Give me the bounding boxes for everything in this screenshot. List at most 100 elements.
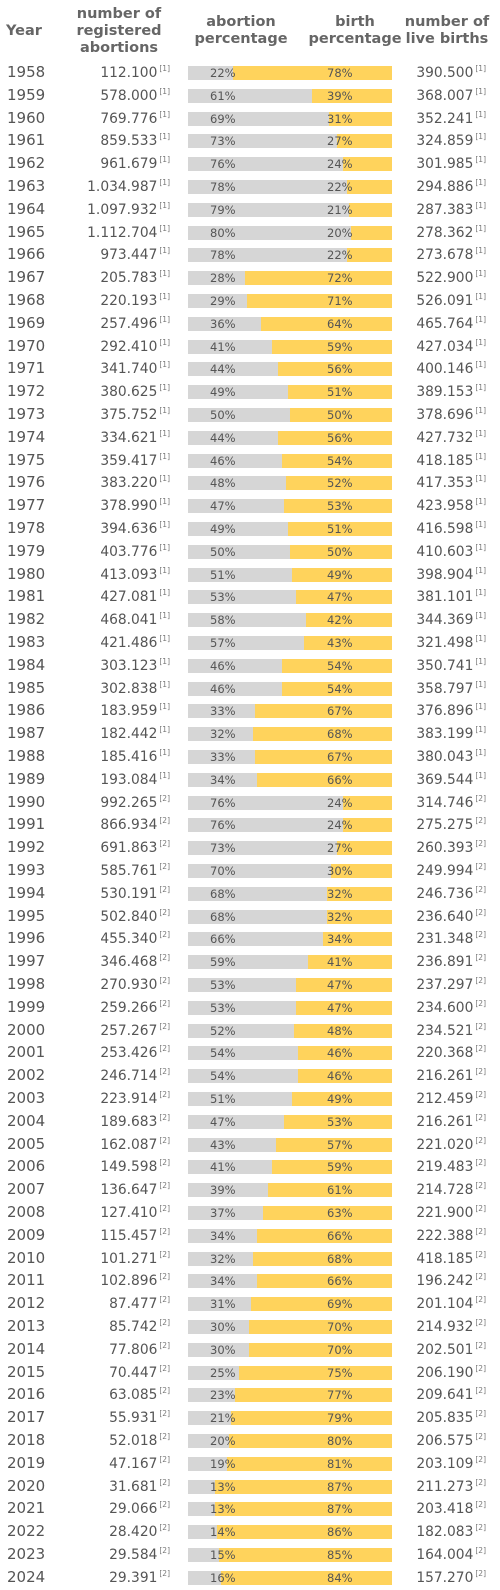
live-births-value: 205.835 bbox=[416, 1410, 474, 1427]
birth-bar-segment bbox=[255, 750, 392, 764]
abortions-reference: [1] bbox=[159, 406, 170, 415]
year-cell: 1998 bbox=[7, 975, 46, 993]
birth-percentage-label: 51% bbox=[327, 522, 353, 536]
live-births-reference: [2] bbox=[475, 1021, 486, 1031]
abortions-value: 961.679 bbox=[100, 156, 158, 173]
birth-percentage-label: 50% bbox=[327, 408, 353, 422]
year-cell: 2001 bbox=[7, 1043, 46, 1062]
table-row: 1966 973.447 [1] 78% 22% 273.678 [1] bbox=[0, 244, 500, 267]
live-births-value: 380.043 bbox=[416, 749, 474, 765]
percentage-bar: 37% 63% bbox=[188, 1206, 392, 1220]
birth-bar-segment bbox=[298, 1046, 392, 1061]
abortions-value: 403.776 bbox=[100, 543, 158, 560]
live-births-cell: 211.273 [2] bbox=[416, 1478, 486, 1495]
table-row: 2000 257.267 [2] 52% 48% 234.521 [2] bbox=[0, 1020, 500, 1043]
percentage-bar: 48% 52% bbox=[188, 476, 392, 491]
live-births-value: 344.369 bbox=[416, 612, 474, 629]
abortions-cell: 85.742 [2] bbox=[109, 1318, 170, 1335]
birth-bar-segment bbox=[343, 818, 392, 833]
abortions-value: 302.838 bbox=[100, 680, 158, 697]
birth-percentage-label: 71% bbox=[327, 294, 353, 308]
abortion-percentage-label: 29% bbox=[210, 294, 236, 308]
percentage-bar: 44% 56% bbox=[188, 362, 392, 377]
live-births-cell: 417.353 [1] bbox=[416, 474, 486, 491]
header-birth-percentage: birth percentage bbox=[308, 14, 402, 47]
live-births-cell: 465.764 [1] bbox=[416, 315, 486, 332]
year-cell: 1985 bbox=[7, 678, 46, 697]
live-births-value: 417.353 bbox=[416, 475, 474, 492]
birth-percentage-label: 59% bbox=[327, 339, 353, 354]
table-row: 2007 136.647 [2] 39% 61% 214.728 [2] bbox=[0, 1179, 500, 1202]
abortion-bar-segment bbox=[188, 499, 284, 514]
live-births-cell: 237.297 [2] bbox=[416, 976, 486, 993]
abortions-reference: [1] bbox=[159, 132, 170, 142]
abortion-bar-segment bbox=[188, 886, 327, 901]
abortion-percentage-label: 31% bbox=[210, 1297, 236, 1312]
abortion-percentage-label: 76% bbox=[210, 818, 236, 833]
percentage-bar: 34% 66% bbox=[188, 1274, 392, 1289]
abortions-reference: [2] bbox=[159, 884, 170, 894]
abortion-bar-segment bbox=[188, 795, 344, 810]
year-cell: 1984 bbox=[7, 655, 46, 674]
abortions-cell: 394.636 [1] bbox=[100, 520, 170, 537]
year-cell: 1977 bbox=[7, 496, 46, 515]
birth-percentage-label: 56% bbox=[327, 362, 353, 377]
abortions-cell: 1.034.987 [1] bbox=[87, 178, 170, 195]
abortion-percentage-label: 50% bbox=[210, 408, 236, 422]
abortion-percentage-label: 68% bbox=[210, 886, 236, 901]
live-births-cell: 390.500 [1] bbox=[416, 64, 486, 81]
live-births-cell: 378.696 [1] bbox=[416, 406, 486, 423]
live-births-value: 249.994 bbox=[416, 863, 474, 879]
abortions-reference: [2] bbox=[159, 998, 170, 1008]
abortions-value: 270.930 bbox=[100, 977, 158, 993]
abortions-cell: 303.123 [1] bbox=[100, 657, 170, 674]
abortion-percentage-label: 32% bbox=[210, 1251, 236, 1266]
birth-percentage-label: 61% bbox=[327, 1183, 353, 1198]
abortions-value: 380.625 bbox=[100, 384, 158, 401]
birth-percentage-label: 87% bbox=[327, 1502, 353, 1517]
percentage-bar: 51% 49% bbox=[188, 567, 392, 582]
live-births-value: 201.104 bbox=[416, 1296, 474, 1313]
abortion-percentage-label: 51% bbox=[210, 1092, 236, 1106]
live-births-value: 522.900 bbox=[416, 270, 474, 287]
year-cell: 2004 bbox=[7, 1111, 46, 1130]
birth-percentage-label: 81% bbox=[327, 1456, 353, 1471]
abortions-reference: [2] bbox=[159, 1477, 170, 1487]
live-births-reference: [2] bbox=[475, 1477, 486, 1487]
birth-percentage-label: 34% bbox=[327, 932, 353, 947]
live-births-value: 216.261 bbox=[416, 1113, 474, 1130]
live-births-cell: 222.388 [2] bbox=[416, 1227, 486, 1244]
abortion-bar-segment bbox=[188, 1320, 250, 1334]
live-births-reference: [2] bbox=[475, 1181, 486, 1191]
birth-bar-segment bbox=[328, 111, 392, 126]
live-births-cell: 216.261 [2] bbox=[416, 1067, 486, 1084]
birth-bar-segment bbox=[218, 1548, 392, 1562]
abortion-percentage-label: 34% bbox=[210, 1274, 236, 1289]
live-births-cell: 221.020 [2] bbox=[416, 1136, 486, 1153]
live-births-reference: [1] bbox=[475, 406, 486, 415]
birth-percentage-label: 22% bbox=[327, 180, 353, 194]
abortion-bar-segment bbox=[188, 1228, 258, 1243]
abortion-bar-segment bbox=[188, 590, 297, 605]
abortions-cell: 691.863 [2] bbox=[100, 839, 170, 856]
abortions-cell: 1.097.932 [1] bbox=[87, 201, 170, 218]
live-births-cell: 350.741 [1] bbox=[416, 657, 486, 674]
abortions-reference: [2] bbox=[159, 1226, 170, 1236]
birth-percentage-label: 56% bbox=[327, 430, 353, 445]
birth-percentage-label: 77% bbox=[327, 1388, 353, 1403]
year-cell: 1967 bbox=[7, 268, 46, 287]
abortion-percentage-label: 34% bbox=[210, 1228, 236, 1243]
live-births-value: 214.728 bbox=[416, 1182, 474, 1199]
abortion-bar-segment bbox=[188, 1388, 235, 1403]
year-cell: 1964 bbox=[7, 199, 46, 218]
percentage-bar: 54% 46% bbox=[188, 1046, 392, 1061]
percentage-bar: 41% 59% bbox=[188, 1160, 392, 1175]
percentage-bar: 73% 27% bbox=[188, 841, 392, 856]
abortion-percentage-label: 30% bbox=[210, 1320, 236, 1334]
live-births-cell: 522.900 [1] bbox=[416, 269, 486, 286]
abortions-cell: 427.081 [1] bbox=[100, 588, 170, 605]
abortions-value: 185.416 bbox=[100, 749, 158, 765]
abortions-reference: [2] bbox=[159, 1409, 170, 1419]
birth-percentage-label: 49% bbox=[327, 567, 353, 582]
year-cell: 1982 bbox=[7, 610, 46, 629]
